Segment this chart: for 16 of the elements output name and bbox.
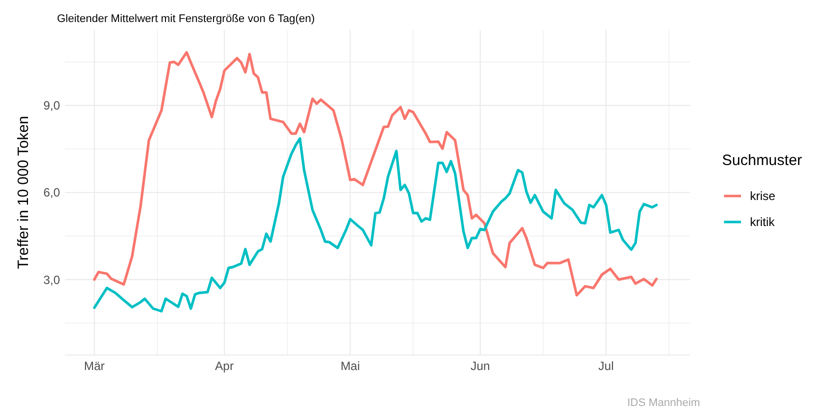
x-tick-label: Mai (340, 359, 360, 373)
chart-title: Gleitender Mittelwert mit Fenstergröße von 6 Tag(en) (57, 13, 315, 25)
line-series (93, 137, 658, 312)
legend-label: krise (750, 189, 776, 204)
x-tick-label: Jun (470, 359, 490, 373)
legend-label: kritik (750, 215, 776, 230)
y-tick-label: 6,0 (43, 186, 60, 200)
x-tick-label: Jul (598, 359, 614, 373)
x-tick-label: Apr (215, 359, 234, 373)
line-series (93, 51, 658, 297)
y-axis-title: Treffer in 10 000 Token (15, 116, 32, 270)
y-tick-label: 9,0 (43, 98, 60, 113)
text: IDS Mannheim (627, 397, 700, 409)
y-tick-label: 3,0 (43, 272, 60, 287)
legend-title: Suchmuster (722, 152, 802, 169)
x-tick-label: Mär (84, 359, 105, 373)
